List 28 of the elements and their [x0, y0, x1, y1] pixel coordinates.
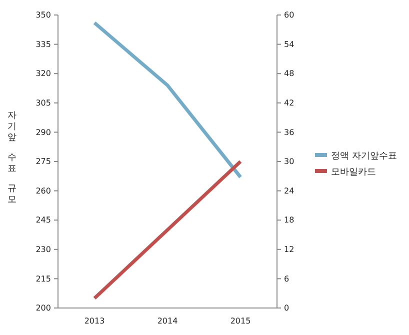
y-tick-label: 260: [36, 186, 51, 196]
y2-tick-label: 36: [284, 128, 294, 137]
x-tick-label: 2013: [84, 316, 105, 326]
y-tick-label: 200: [36, 304, 51, 313]
y-tick-label: 350: [36, 10, 51, 20]
y2-tick-label: 30: [284, 157, 294, 166]
legend-label: 정액 자기앞수표: [331, 152, 397, 162]
x-tick-label: 2014: [157, 316, 178, 326]
y2-tick-label: 24: [284, 186, 294, 196]
legend-label: 모바일카드: [331, 168, 376, 178]
y2-tick-label: 18: [284, 216, 294, 225]
y2-tick-label: 48: [284, 69, 294, 78]
y-tick-label: 290: [36, 128, 51, 137]
y-tick-label: 230: [36, 244, 51, 254]
y-tick-label: 275: [36, 157, 51, 166]
y2-tick-label: 6: [284, 274, 290, 284]
y2-tick-label: 0: [284, 304, 290, 313]
x-tick-label: 2015: [230, 316, 251, 326]
y2-tick-label: 12: [284, 244, 294, 254]
y-tick-label: 245: [36, 216, 51, 225]
y-tick-label: 335: [36, 40, 51, 49]
y2-tick-label: 60: [284, 10, 294, 20]
y2-tick-label: 42: [284, 98, 294, 108]
y2-tick-label: 54: [284, 40, 294, 49]
y-tick-label: 305: [36, 98, 51, 108]
y-tick-label: 320: [36, 69, 51, 78]
y-axis-title: 자기앞 수표 규모: [8, 111, 16, 205]
y-tick-label: 215: [36, 274, 51, 284]
